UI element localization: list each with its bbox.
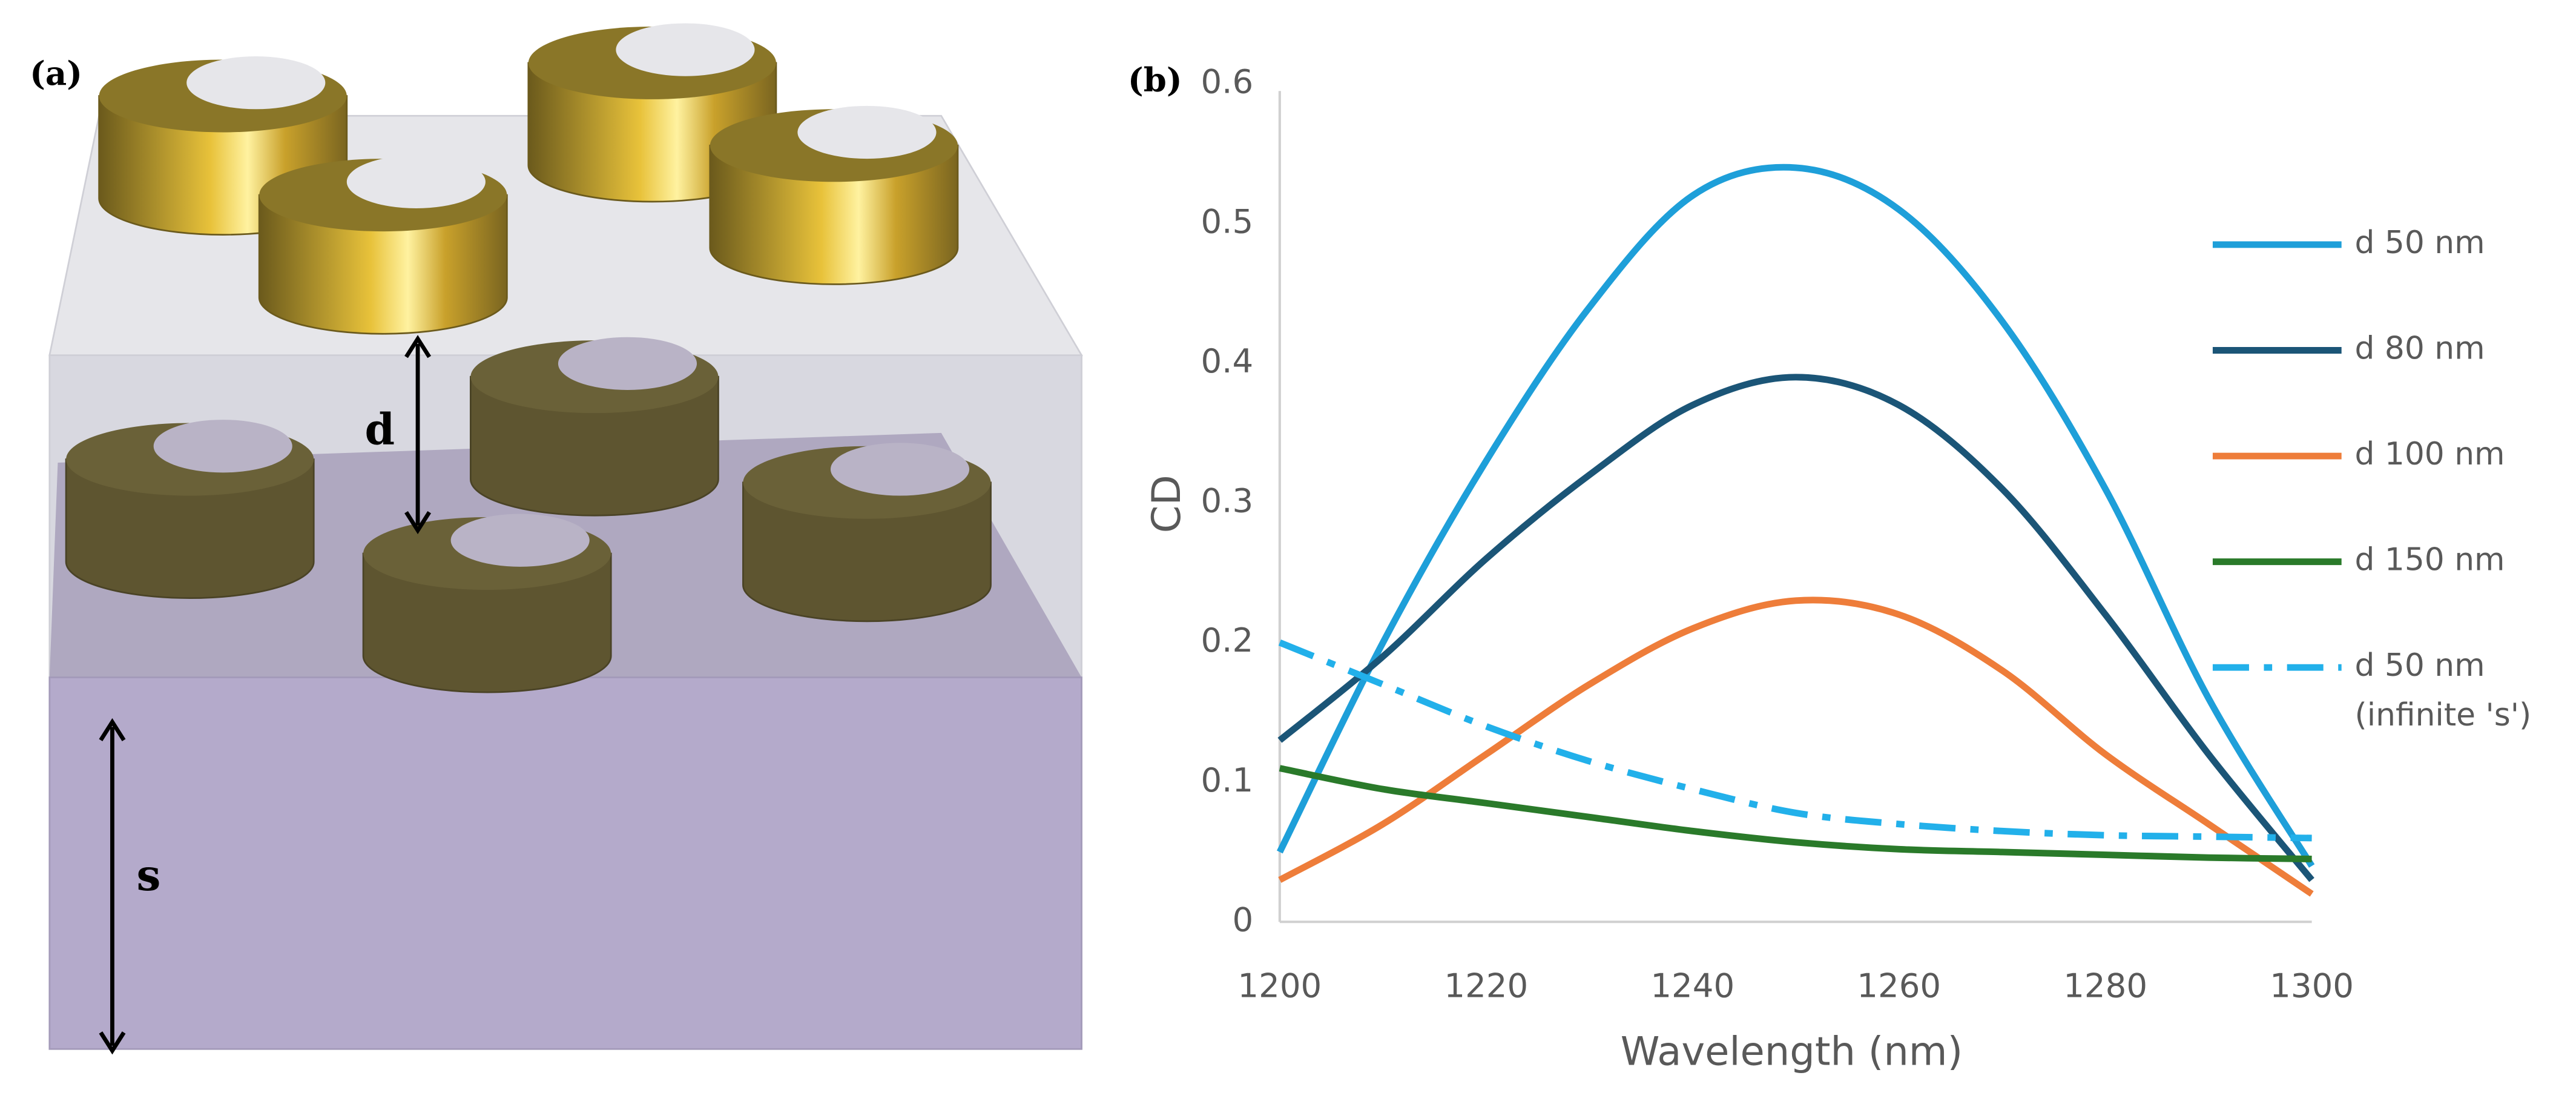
x-tick-label: 1200 bbox=[1237, 966, 1322, 1005]
legend-label: d 80 nm bbox=[2355, 331, 2485, 367]
illustration: (a) d s bbox=[30, 23, 1083, 1055]
cylinders bbox=[65, 23, 992, 693]
cylinder bbox=[362, 514, 612, 693]
series-line bbox=[1276, 164, 2315, 868]
cylinder-notch bbox=[450, 514, 590, 567]
legend-label: d 100 nm bbox=[2355, 436, 2505, 472]
y-tick-label: 0.6 bbox=[1201, 62, 1253, 101]
series-line bbox=[1278, 639, 2312, 842]
x-tick-label: 1280 bbox=[2063, 966, 2147, 1005]
cylinder bbox=[469, 337, 719, 517]
x-tick-label: 1260 bbox=[1857, 966, 1941, 1005]
annotation: d bbox=[365, 403, 395, 454]
cylinder-notch bbox=[186, 56, 326, 110]
series-line bbox=[1279, 765, 2312, 862]
cylinder-body bbox=[469, 375, 719, 517]
cylinder bbox=[742, 443, 992, 623]
cylinder-body bbox=[258, 194, 508, 335]
x-axis-title: Wavelength (nm) bbox=[1621, 1029, 1963, 1075]
y-tick-label: 0.2 bbox=[1201, 621, 1253, 659]
panel-label: (b) bbox=[1128, 61, 1182, 99]
y-tick-label: 0.1 bbox=[1201, 761, 1253, 799]
cylinder-body bbox=[65, 458, 315, 600]
cylinder bbox=[709, 105, 959, 285]
annotation: s bbox=[137, 850, 161, 900]
legend-label: d 50 nm bbox=[2355, 225, 2485, 261]
panel-label: (a) bbox=[30, 54, 82, 93]
cylinder-body bbox=[742, 481, 992, 623]
y-tick-label: 0 bbox=[1233, 900, 1254, 939]
cylinder-notch bbox=[153, 420, 292, 473]
cylinder-notch bbox=[558, 337, 697, 390]
cylinder-notch bbox=[346, 155, 486, 208]
arrows bbox=[99, 335, 432, 1055]
y-axis-title: CD bbox=[1144, 475, 1190, 533]
x-tick-label: 1240 bbox=[1650, 966, 1734, 1005]
substrate-front bbox=[48, 676, 1082, 1050]
series-line bbox=[1278, 596, 2314, 897]
x-tick-label: 1220 bbox=[1444, 966, 1528, 1005]
cylinder-notch bbox=[830, 443, 970, 496]
cylinder-body bbox=[362, 552, 612, 693]
y-tick-label: 0.3 bbox=[1201, 481, 1253, 520]
x-tick-label: 1300 bbox=[2270, 966, 2354, 1005]
series-line bbox=[1277, 374, 2314, 882]
cylinder bbox=[98, 56, 348, 236]
legend-note: (infinite 's') bbox=[2355, 697, 2532, 733]
legend-label: d 150 nm bbox=[2355, 542, 2505, 578]
cylinder-body bbox=[709, 144, 959, 285]
cylinder-notch bbox=[797, 105, 937, 159]
cylinder bbox=[258, 155, 508, 335]
legend-label: d 50 nm bbox=[2355, 647, 2485, 684]
y-tick-label: 0.5 bbox=[1201, 202, 1253, 240]
y-tick-label: 0.4 bbox=[1201, 342, 1253, 380]
cylinder bbox=[65, 420, 315, 600]
cylinder-notch bbox=[616, 23, 755, 76]
chart: (b) Wavelength (nm) CD 0 0.1 0.2 0.3 0.4 0.5 0… bbox=[1128, 61, 2531, 1075]
